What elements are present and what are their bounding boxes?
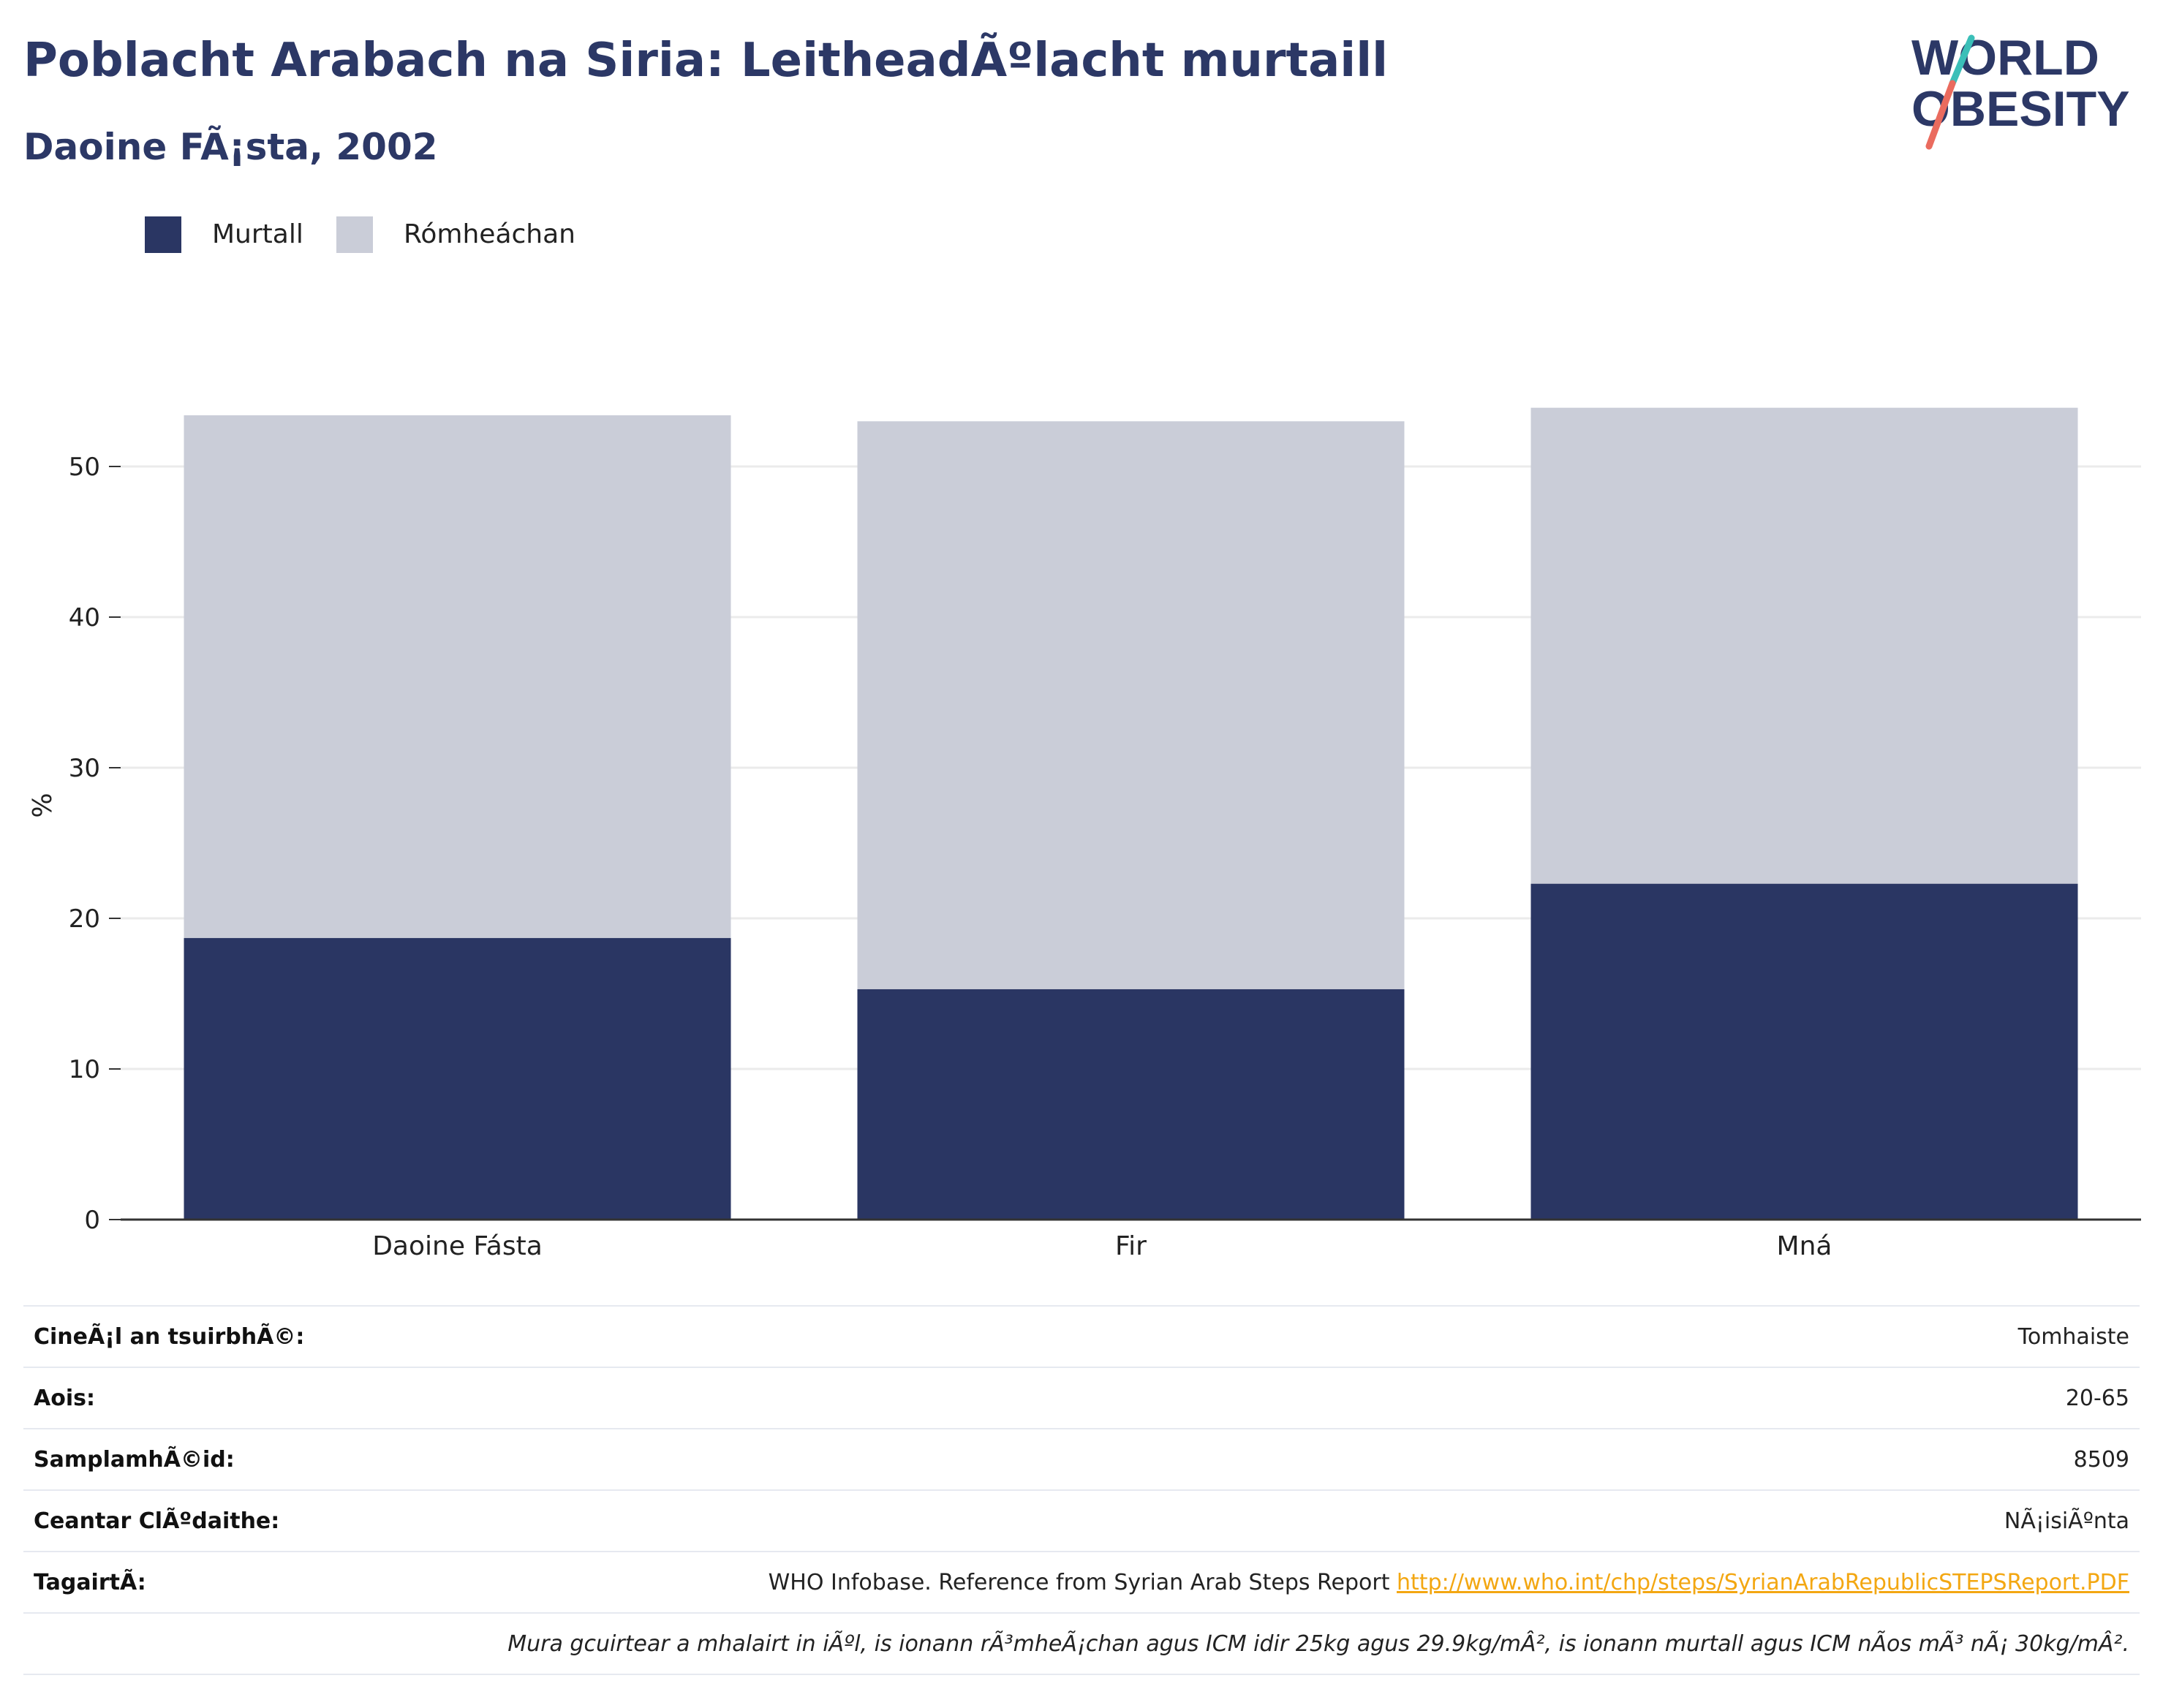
info-value: 20-65 bbox=[2065, 1386, 2129, 1411]
chart-title: Poblacht Arabach na Siria: LeitheadÃºlac… bbox=[23, 34, 1389, 88]
info-value: Tomhaiste bbox=[2017, 1324, 2129, 1350]
info-value-reference: WHO Infobase. Reference from Syrian Arab… bbox=[769, 1570, 2129, 1595]
info-row-age: Aois: 20-65 bbox=[23, 1367, 2140, 1428]
y-tick-label: 40 bbox=[69, 603, 100, 632]
logo-line1: WORLD bbox=[1911, 30, 2099, 86]
y-tick-label: 20 bbox=[69, 904, 100, 934]
y-tick-label: 0 bbox=[84, 1206, 100, 1235]
info-label: Aois: bbox=[34, 1386, 95, 1411]
legend-swatch-murtall bbox=[145, 216, 181, 253]
info-label: SamplamhÃ©id: bbox=[34, 1447, 235, 1473]
y-tick-label: 30 bbox=[69, 754, 100, 783]
info-value: NÃ¡isiÃºnta bbox=[2004, 1508, 2129, 1534]
info-value: 8509 bbox=[2073, 1447, 2129, 1473]
y-axis-label: % bbox=[28, 793, 58, 817]
definition-note: Mura gcuirtear a mhalairt in iÃºl, is io… bbox=[507, 1631, 2129, 1657]
logo-slash-coral bbox=[1925, 80, 1956, 150]
legend-swatch-romheachan bbox=[336, 216, 373, 253]
info-row-reference: TagairtÃ: WHO Infobase. Reference from S… bbox=[23, 1551, 2140, 1612]
legend-label-murtall: Murtall bbox=[212, 219, 303, 249]
info-row-sample-size: SamplamhÃ©id: 8509 bbox=[23, 1428, 2140, 1489]
bar-murtall bbox=[1530, 883, 2078, 1220]
y-tick-label: 10 bbox=[69, 1055, 100, 1084]
bar-murtall bbox=[857, 989, 1405, 1220]
bar-romheachan bbox=[184, 415, 731, 938]
info-label: CineÃ¡l an tsuirbhÃ©: bbox=[34, 1324, 305, 1350]
reference-link[interactable]: http://www.who.int/chp/steps/SyrianArabR… bbox=[1397, 1570, 2129, 1595]
x-tick-label: Daoine Fásta bbox=[372, 1231, 543, 1261]
info-label: TagairtÃ: bbox=[34, 1570, 146, 1595]
legend-label-romheachan: Rómheáchan bbox=[404, 219, 576, 249]
bar-romheachan bbox=[857, 421, 1405, 989]
logo-slash-teal bbox=[1949, 34, 1975, 87]
bar-romheachan bbox=[1530, 407, 2078, 884]
chart-subtitle: Daoine FÃ¡sta, 2002 bbox=[23, 126, 438, 168]
info-row-note: Mura gcuirtear a mhalairt in iÃºl, is io… bbox=[23, 1612, 2140, 1675]
info-label: Ceantar ClÃºdaithe: bbox=[34, 1508, 280, 1534]
world-obesity-logo: WORLD OBESITY bbox=[1911, 30, 2130, 150]
bar-murtall bbox=[184, 937, 731, 1220]
info-row-area-covered: Ceantar ClÃºdaithe: NÃ¡isiÃºnta bbox=[23, 1489, 2140, 1551]
y-tick-label: 50 bbox=[69, 453, 100, 482]
survey-info-table: CineÃ¡l an tsuirbhÃ©: Tomhaiste Aois: 20… bbox=[23, 1305, 2140, 1675]
bar-chart: 0 10 20 30 40 50% Daoine Fásta Fir Mná bbox=[28, 407, 2141, 1261]
x-tick-label: Mná bbox=[1777, 1231, 1832, 1261]
info-row-survey-type: CineÃ¡l an tsuirbhÃ©: Tomhaiste bbox=[23, 1305, 2140, 1367]
reference-text: WHO Infobase. Reference from Syrian Arab… bbox=[768, 1570, 1390, 1595]
x-tick-label: Fir bbox=[1115, 1231, 1147, 1261]
